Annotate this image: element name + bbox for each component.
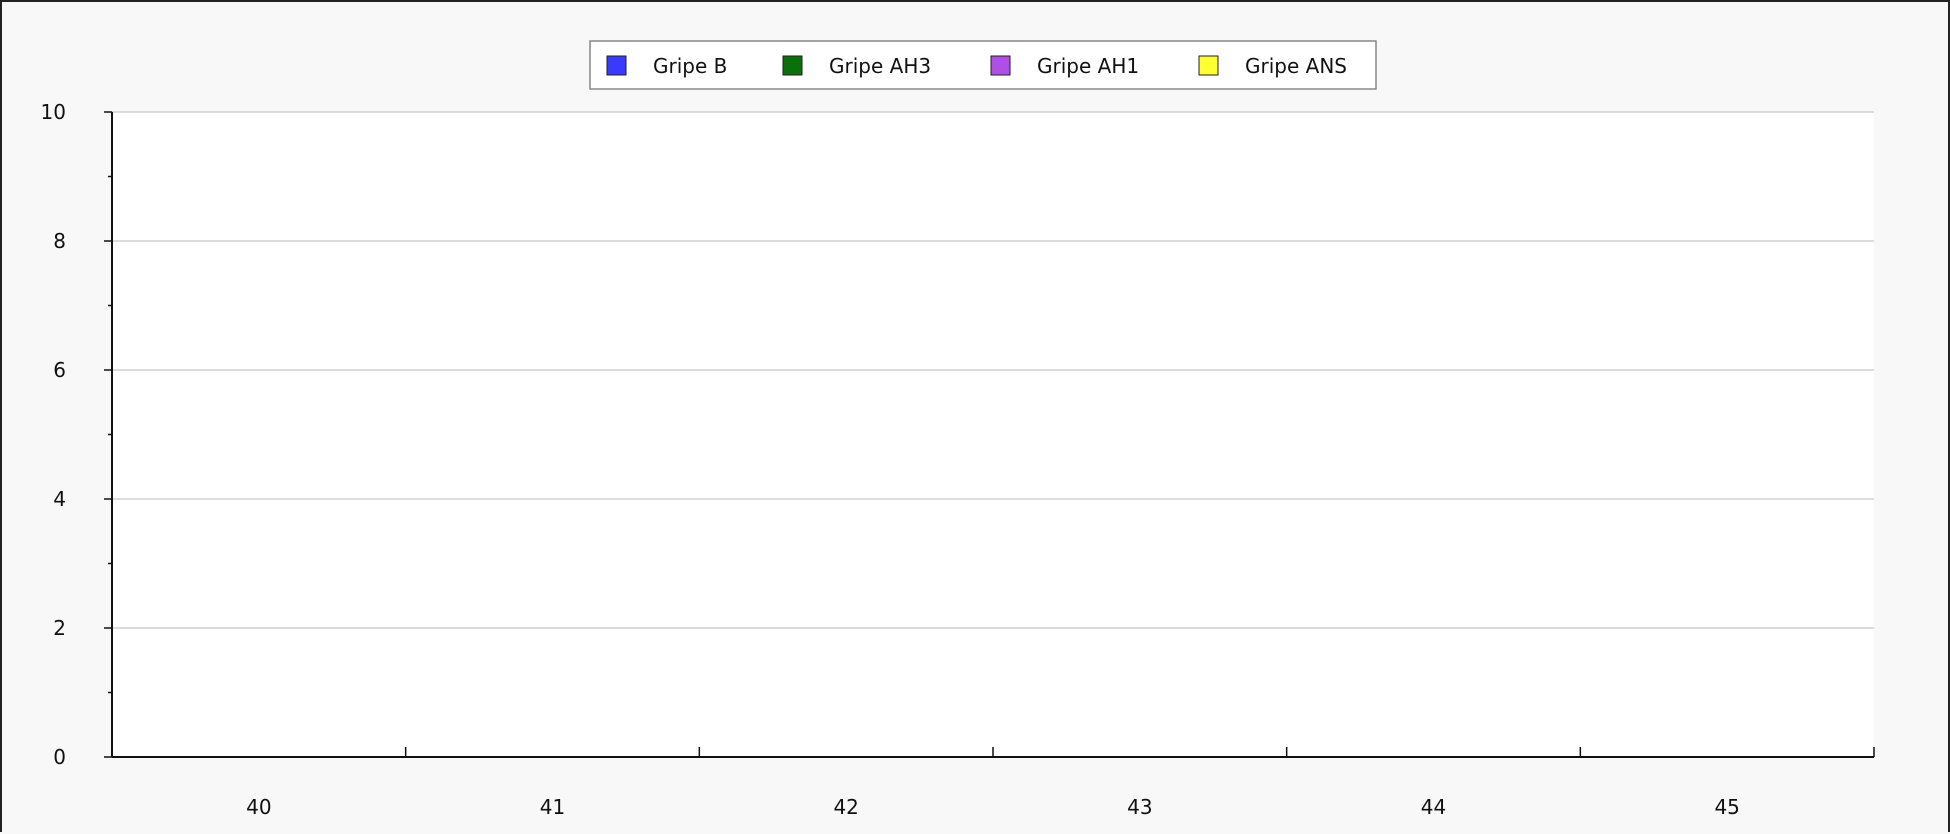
x-tick-label: 44: [1421, 795, 1446, 819]
y-tick-label: 2: [53, 616, 66, 640]
legend-swatch-gripe-ah3: [782, 55, 803, 76]
y-tick-label: 8: [53, 229, 66, 253]
x-tick-label: 42: [833, 795, 858, 819]
x-tick-label: 40: [246, 795, 271, 819]
legend-swatch-gripe-ah1: [990, 55, 1011, 76]
x-tick-label: 45: [1714, 795, 1739, 819]
y-tick-label: 0: [53, 745, 66, 769]
legend-label: Gripe ANS: [1245, 54, 1347, 78]
plot-area: [112, 112, 1874, 757]
y-tick-label: 10: [41, 100, 66, 124]
legend-swatch-gripe-b: [606, 55, 627, 76]
legend-box: [589, 40, 1377, 90]
axes: 0 2 4 6 8 10 40 41 42 43 44 45: [41, 100, 1875, 819]
legend-label: Gripe B: [653, 54, 727, 78]
grid-lines: [112, 111, 1874, 629]
x-tick-label: 41: [540, 795, 565, 819]
legend-label: Gripe AH3: [829, 54, 931, 78]
legend-label: Gripe AH1: [1037, 54, 1139, 78]
x-tick-label: 43: [1127, 795, 1152, 819]
legend: Gripe B Gripe AH3 Gripe AH1 Gripe ANS: [589, 40, 1377, 90]
legend-swatch-gripe-ans: [1198, 55, 1219, 76]
y-tick-label: 6: [53, 358, 66, 382]
y-tick-label: 4: [53, 487, 66, 511]
